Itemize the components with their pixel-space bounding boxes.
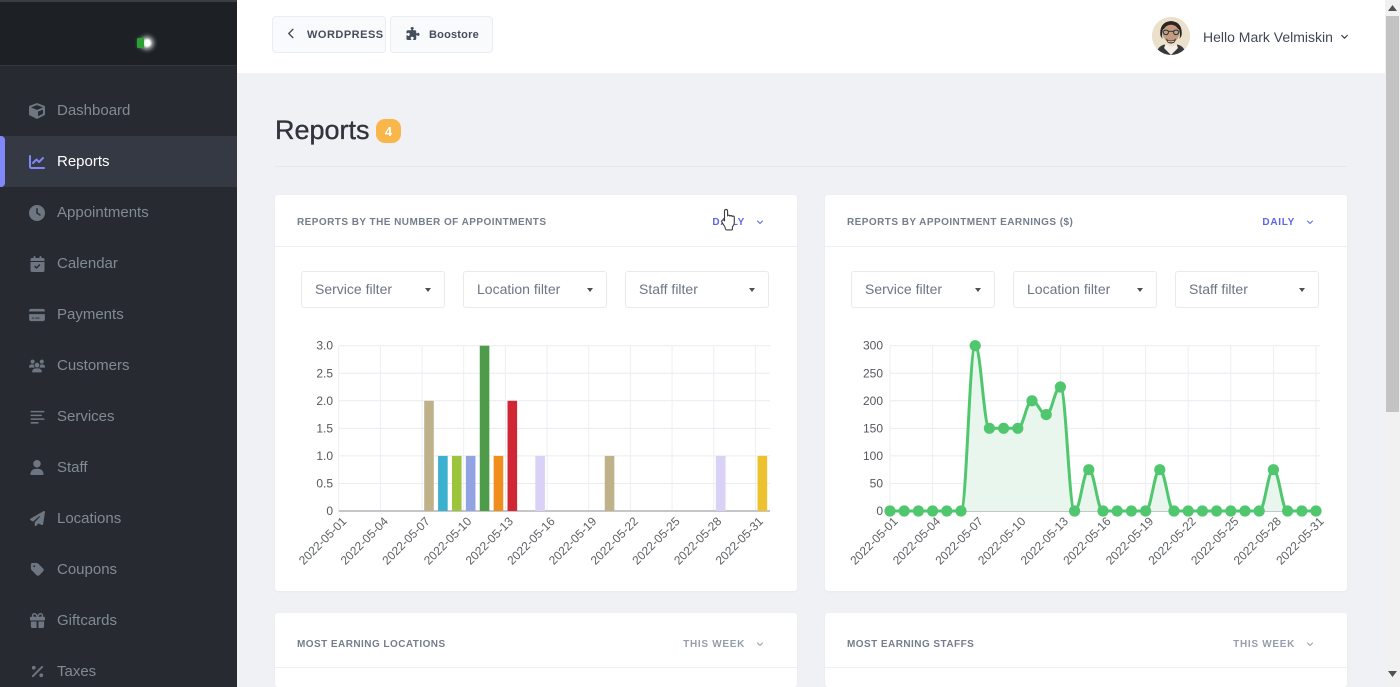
svg-text:0: 0 xyxy=(876,504,883,518)
svg-text:0.5: 0.5 xyxy=(316,476,333,490)
svg-text:250: 250 xyxy=(863,366,883,380)
svg-text:1.5: 1.5 xyxy=(316,421,333,435)
svg-text:1.0: 1.0 xyxy=(316,449,333,463)
svg-text:2.0: 2.0 xyxy=(316,394,333,408)
svg-text:100: 100 xyxy=(863,449,883,463)
svg-text:50: 50 xyxy=(870,476,884,490)
svg-text:200: 200 xyxy=(863,394,883,408)
svg-text:150: 150 xyxy=(863,421,883,435)
svg-text:3.0: 3.0 xyxy=(316,339,333,353)
svg-text:300: 300 xyxy=(863,339,883,353)
svg-text:0: 0 xyxy=(326,504,333,518)
svg-text:2.5: 2.5 xyxy=(316,366,333,380)
